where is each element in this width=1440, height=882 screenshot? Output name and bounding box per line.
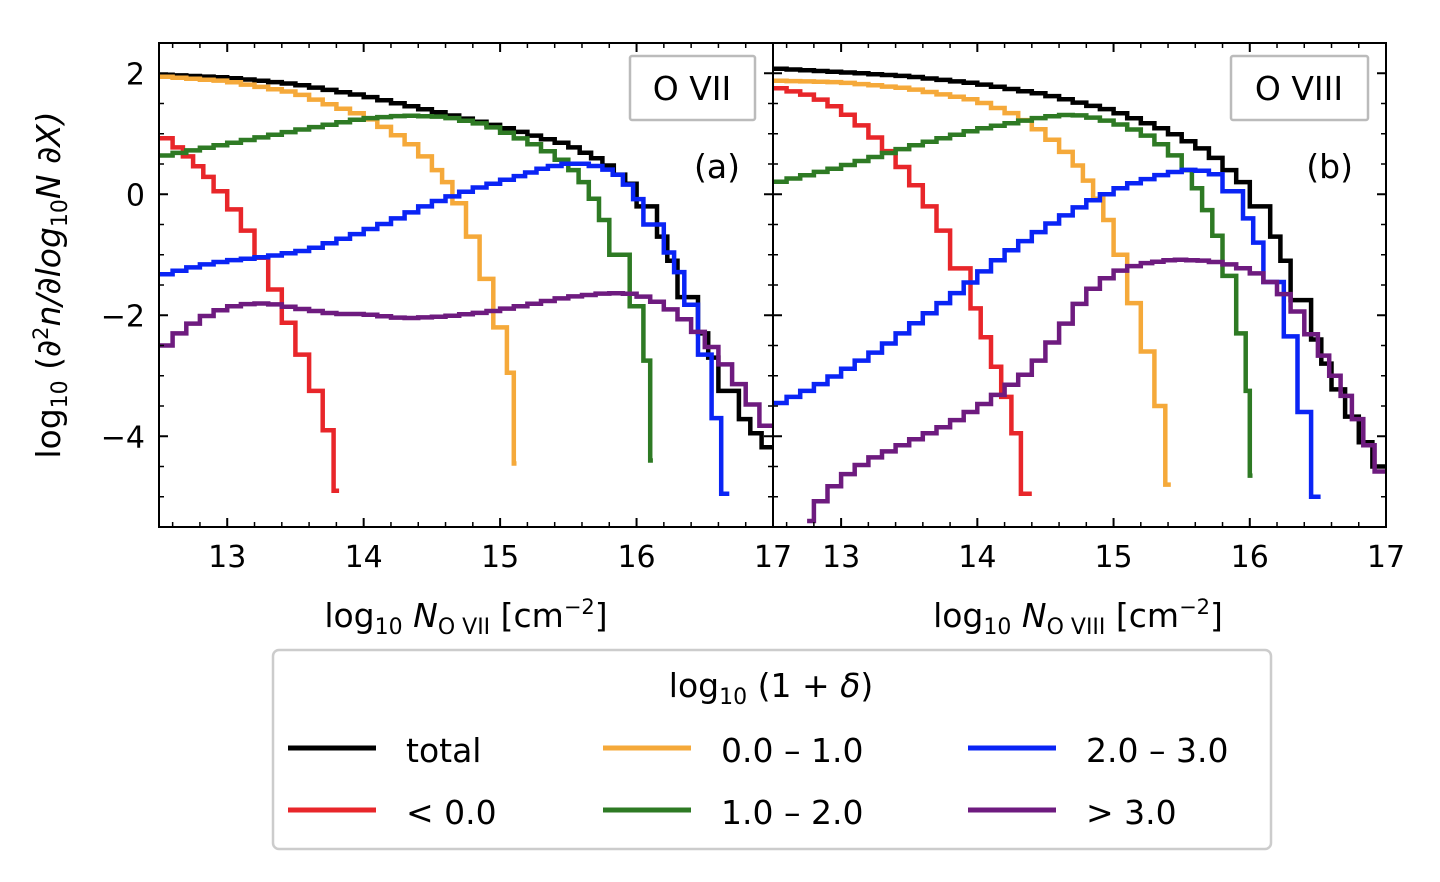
y-tick-label: 0 (126, 178, 145, 213)
x-tick-label-b-13: 13 (822, 540, 860, 575)
x-tick-label-a-17: 17 (754, 540, 792, 575)
x-tick-label-b-15: 15 (1094, 540, 1132, 575)
y-tick-label: −2 (101, 299, 145, 334)
legend-box (271, 648, 1273, 851)
x-tick-label-b-14: 14 (958, 540, 996, 575)
legend-label-3: 1.0 – 2.0 (721, 793, 863, 832)
x-tick-label-a-16: 16 (617, 540, 655, 575)
series-1-0-2-0-a (159, 113, 653, 463)
ion-label-box-a: O VII (628, 54, 757, 122)
panel-a: 13 14 15 16 17 −4 −2 0 2 O VII (a) log10 NO VII … (101, 42, 792, 640)
legend-label-2: 0.0 – 1.0 (721, 731, 863, 770)
x-tick-label-a-14: 14 (345, 540, 383, 575)
series-total-b (773, 66, 1386, 469)
panel-tag-a: (a) (694, 147, 740, 186)
x-tick-label-a-13: 13 (208, 540, 246, 575)
panel-b-curves (773, 66, 1386, 524)
series-2-0-3-0-b (773, 167, 1321, 500)
y-tick-label: −4 (101, 420, 145, 455)
legend-label-1: < 0.0 (406, 793, 497, 832)
series-0-0-1-0-a (159, 74, 517, 466)
panel-a-curves (159, 72, 773, 496)
legend-entries: total < 0.0 0.0 – 1.0 1.0 – 2.0 2.0 – 3.0 > 3… (288, 731, 1228, 832)
x-tick-label-a-15: 15 (481, 540, 519, 575)
series-3-0-b (807, 257, 1386, 524)
series-3-0-a (159, 290, 773, 428)
ion-label-a: O VII (653, 69, 732, 108)
series-total-a (159, 72, 773, 450)
ion-label-box-b: O VIII (1229, 54, 1370, 122)
legend-label-0: total (406, 731, 481, 770)
series-1-0-2-0-b (773, 112, 1253, 478)
y-tick-label: 2 (126, 57, 145, 92)
x-axis-label-b: log10 NO VIII [cm−2] (933, 595, 1223, 640)
series-0-0-1-0-b (773, 78, 1171, 487)
legend-label-5: > 3.0 (1086, 793, 1177, 832)
panel-b: 13 14 15 16 17 O VIII (b) log10 NO VIII [cm−… (772, 42, 1405, 640)
ion-label-b: O VIII (1255, 69, 1343, 108)
panel-b-ticks: 13 14 15 16 17 (773, 42, 1405, 575)
panel-tag-b: (b) (1306, 147, 1353, 186)
panel-a-ticks: 13 14 15 16 17 −4 −2 0 2 (101, 42, 792, 575)
x-tick-label-b-17: 17 (1367, 540, 1405, 575)
x-tick-label-b-16: 16 (1231, 540, 1269, 575)
series-0-0-b (773, 85, 1032, 496)
legend: log10 (1 + δ) total < 0.0 0.0 – 1.0 1.0 – 2… (271, 648, 1273, 851)
legend-label-4: 2.0 – 3.0 (1086, 731, 1228, 770)
legend-title: log10 (1 + δ) (669, 666, 873, 710)
y-axis-label: log10 (∂2n/∂log10N ∂X) (29, 111, 73, 458)
series-0-0-a (159, 136, 340, 493)
x-axis-label-a: log10 NO VII [cm−2] (324, 595, 607, 640)
series-2-0-3-0-a (159, 161, 730, 496)
